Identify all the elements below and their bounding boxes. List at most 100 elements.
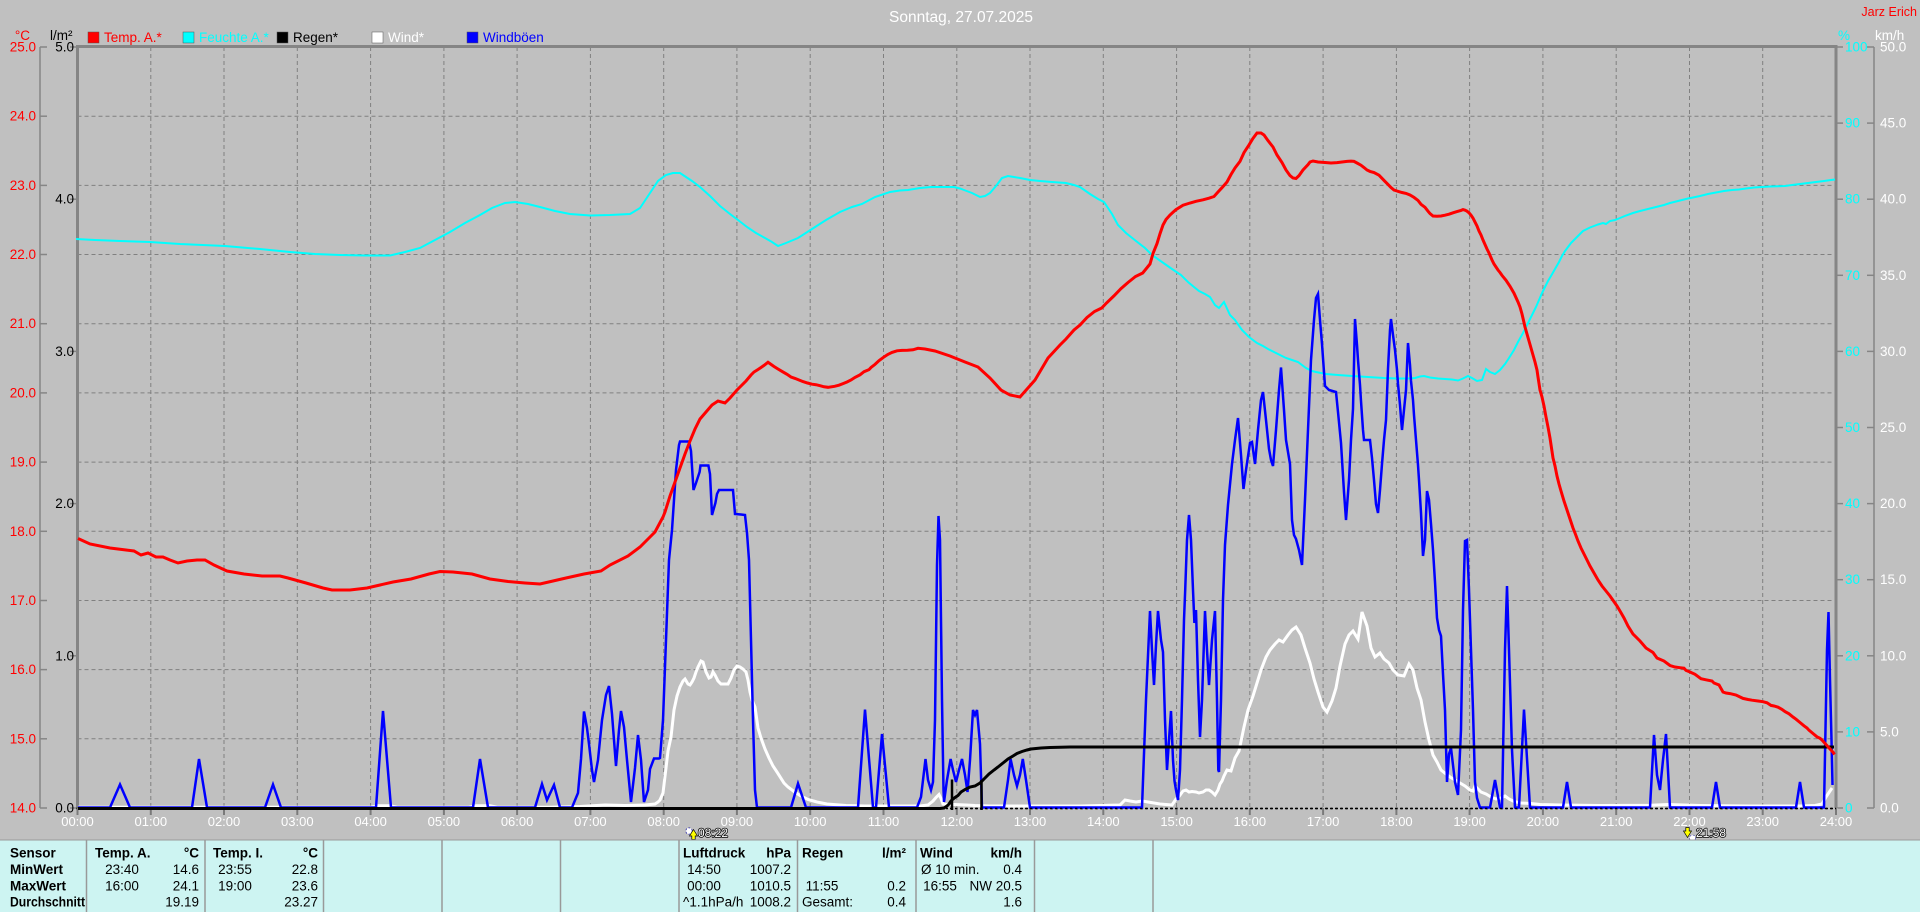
svg-text:15.0: 15.0 (10, 731, 36, 746)
svg-text:05:00: 05:00 (428, 814, 461, 829)
svg-text:22.8: 22.8 (292, 862, 318, 877)
svg-text:90: 90 (1845, 116, 1860, 131)
svg-text:15.0: 15.0 (1880, 572, 1906, 587)
svg-text:00:00: 00:00 (61, 814, 94, 829)
svg-text:15:00: 15:00 (1160, 814, 1193, 829)
svg-text:23:55: 23:55 (218, 862, 252, 877)
svg-text:16:00: 16:00 (1234, 814, 1267, 829)
svg-text:70: 70 (1845, 268, 1860, 283)
svg-text:21.0: 21.0 (10, 316, 36, 331)
svg-text:18.0: 18.0 (10, 524, 36, 539)
svg-text:07:00: 07:00 (574, 814, 607, 829)
svg-text:Wind*: Wind* (388, 30, 425, 45)
svg-text:NW 20.5: NW 20.5 (969, 879, 1022, 894)
svg-text:°C: °C (184, 846, 199, 861)
svg-text:0.0: 0.0 (55, 801, 74, 816)
svg-text:l/m²: l/m² (882, 846, 907, 861)
svg-text:20:00: 20:00 (1527, 814, 1560, 829)
svg-text:3.0: 3.0 (55, 344, 74, 359)
svg-text:Gesamt:: Gesamt: (802, 895, 853, 910)
svg-text:10: 10 (1845, 724, 1860, 739)
svg-text:17.0: 17.0 (10, 593, 36, 608)
svg-text:45.0: 45.0 (1880, 116, 1906, 131)
svg-text:Regen: Regen (802, 846, 843, 861)
svg-text:21:00: 21:00 (1600, 814, 1633, 829)
svg-text:5.0: 5.0 (1880, 724, 1899, 739)
svg-text:Windböen: Windböen (483, 30, 544, 45)
svg-text:30: 30 (1845, 572, 1860, 587)
svg-text:23:00: 23:00 (1746, 814, 1779, 829)
svg-text:19.0: 19.0 (10, 455, 36, 470)
svg-text:l/m²: l/m² (50, 28, 73, 43)
svg-text:1007.2: 1007.2 (750, 862, 791, 877)
svg-text:Feuchte A.*: Feuchte A.* (199, 30, 270, 45)
svg-text:01:00: 01:00 (135, 814, 168, 829)
svg-text:Jarz Erich: Jarz Erich (1861, 5, 1917, 19)
svg-text:40.0: 40.0 (1880, 192, 1906, 207)
svg-text:11:00: 11:00 (868, 814, 900, 829)
svg-text:16:00: 16:00 (105, 879, 139, 894)
svg-text:25.0: 25.0 (1880, 420, 1906, 435)
svg-text:23.27: 23.27 (284, 895, 318, 910)
svg-text:08:00: 08:00 (647, 814, 680, 829)
svg-text:30.0: 30.0 (1880, 344, 1906, 359)
svg-text:12:00: 12:00 (941, 814, 974, 829)
svg-text:14.6: 14.6 (173, 862, 199, 877)
svg-text:Temp. I.: Temp. I. (213, 846, 263, 861)
svg-text:23.0: 23.0 (10, 178, 36, 193)
svg-text:25.0: 25.0 (10, 40, 36, 55)
svg-text:Regen*: Regen* (293, 30, 339, 45)
svg-text:14.0: 14.0 (10, 801, 36, 816)
svg-text:1.0: 1.0 (55, 648, 74, 663)
svg-text:14:00: 14:00 (1087, 814, 1120, 829)
svg-text:17:00: 17:00 (1307, 814, 1340, 829)
svg-text:20.0: 20.0 (10, 385, 36, 400)
svg-text:19:00: 19:00 (218, 879, 252, 894)
svg-text:50.0: 50.0 (1880, 40, 1906, 55)
svg-text:0.0: 0.0 (1880, 801, 1899, 816)
svg-text:0.4: 0.4 (887, 895, 906, 910)
svg-text:16.0: 16.0 (10, 662, 36, 677)
svg-text:35.0: 35.0 (1880, 268, 1906, 283)
svg-text:20: 20 (1845, 648, 1860, 663)
svg-text:22:00: 22:00 (1673, 814, 1706, 829)
svg-text:22.0: 22.0 (10, 247, 36, 262)
svg-text:Durchschnitt: Durchschnitt (10, 895, 85, 910)
svg-text:%: % (1838, 28, 1850, 43)
svg-text:80: 80 (1845, 192, 1860, 207)
svg-text:03:00: 03:00 (281, 814, 314, 829)
svg-text:10.0: 10.0 (1880, 648, 1906, 663)
svg-text:^1.1hPa/h: ^1.1hPa/h (683, 895, 743, 910)
svg-text:Wind: Wind (920, 846, 953, 861)
svg-text:14:50: 14:50 (687, 862, 721, 877)
svg-text:18:00: 18:00 (1380, 814, 1413, 829)
svg-text:km/h: km/h (990, 846, 1022, 861)
svg-text:1.6: 1.6 (1003, 895, 1022, 910)
svg-text:1008.2: 1008.2 (750, 895, 791, 910)
svg-text:04:00: 04:00 (354, 814, 387, 829)
svg-text:0.4: 0.4 (1003, 862, 1022, 877)
svg-text:09:00: 09:00 (721, 814, 754, 829)
svg-text:06:00: 06:00 (501, 814, 534, 829)
svg-text:08:22: 08:22 (698, 826, 728, 840)
svg-text:km/h: km/h (1875, 28, 1904, 43)
svg-text:16:55: 16:55 (923, 879, 957, 894)
svg-text:20.0: 20.0 (1880, 496, 1906, 511)
svg-text:24:00: 24:00 (1820, 814, 1853, 829)
svg-text:13:00: 13:00 (1014, 814, 1047, 829)
svg-text:23.6: 23.6 (292, 879, 318, 894)
svg-text:°C: °C (15, 28, 30, 43)
svg-text:Ø 10 min.: Ø 10 min. (921, 862, 980, 877)
svg-text:24.0: 24.0 (10, 109, 36, 124)
svg-text:MaxWert: MaxWert (10, 879, 67, 894)
svg-text:MinWert: MinWert (10, 862, 64, 877)
svg-text:100: 100 (1845, 40, 1868, 55)
svg-text:Luftdruck: Luftdruck (683, 846, 746, 861)
svg-text:10:00: 10:00 (794, 814, 827, 829)
svg-text:11:55: 11:55 (806, 879, 839, 894)
svg-text:00:00: 00:00 (687, 879, 721, 894)
svg-text:Sonntag, 27.07.2025: Sonntag, 27.07.2025 (889, 9, 1033, 26)
svg-text:4.0: 4.0 (55, 192, 74, 207)
svg-text:Temp. A.*: Temp. A.* (104, 30, 163, 45)
svg-text:60: 60 (1845, 344, 1860, 359)
